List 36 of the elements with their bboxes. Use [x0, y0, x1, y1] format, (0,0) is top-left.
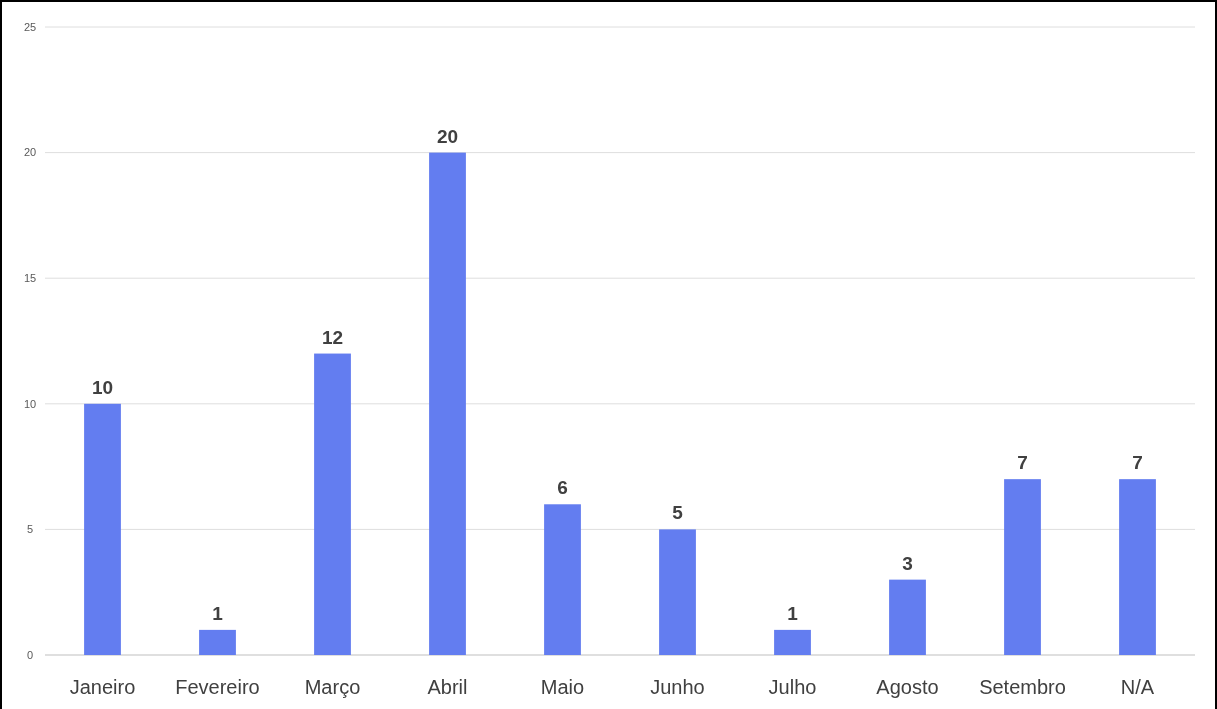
bar — [774, 629, 811, 655]
data-label: 7 — [1132, 452, 1143, 474]
x-tick-label: Março — [304, 676, 361, 698]
bar — [544, 504, 581, 655]
data-label: 3 — [902, 552, 913, 574]
bar — [314, 353, 351, 655]
data-label: 6 — [557, 477, 568, 499]
y-tick-label: 20 — [23, 146, 37, 159]
y-tick-label: 25 — [23, 20, 37, 33]
data-label: 7 — [1017, 452, 1028, 474]
data-label: 10 — [91, 376, 114, 398]
bar — [1004, 479, 1041, 655]
x-tick-label: Agosto — [876, 676, 939, 698]
data-label: 20 — [436, 125, 459, 147]
x-tick-label: Fevereiro — [175, 676, 260, 698]
x-tick-label: Setembro — [979, 676, 1066, 698]
x-tick-label: Julho — [768, 676, 817, 698]
bar — [199, 629, 236, 655]
bar — [889, 579, 926, 655]
x-tick-label: N/A — [1120, 676, 1155, 698]
x-tick-label: Junho — [650, 676, 705, 698]
y-tick-label: 0 — [26, 648, 34, 661]
x-tick-label: Janeiro — [69, 676, 136, 698]
y-tick-label: 5 — [26, 523, 34, 536]
bar — [84, 403, 121, 655]
x-tick-label: Abril — [427, 676, 468, 698]
data-label: 12 — [321, 326, 344, 348]
x-tick-label: Maio — [540, 676, 585, 698]
y-tick-label: 15 — [23, 272, 37, 285]
bar — [659, 529, 696, 655]
data-label: 1 — [787, 602, 799, 624]
bar — [429, 152, 466, 655]
data-label: 1 — [212, 602, 224, 624]
bar — [1119, 479, 1156, 655]
y-tick-label: 10 — [23, 397, 37, 410]
data-label: 5 — [672, 502, 684, 524]
